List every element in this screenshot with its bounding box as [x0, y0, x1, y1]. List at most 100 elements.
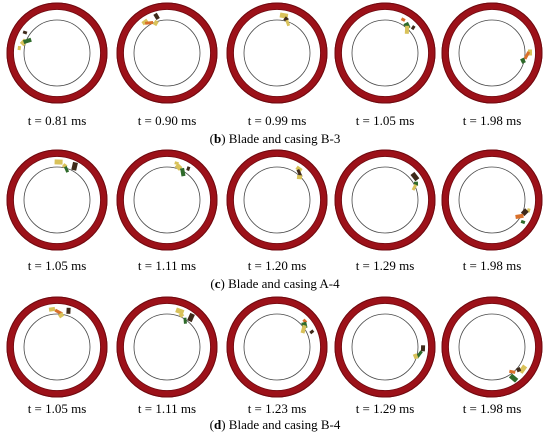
- rotor-circle: [133, 19, 201, 87]
- casing-inner-edge: [123, 156, 211, 244]
- time-label: t = 1.11 ms: [137, 258, 197, 273]
- casing-inner-edge: [13, 303, 101, 391]
- rotor-circle: [23, 166, 91, 234]
- caption-letter: d: [213, 417, 222, 432]
- casing-outer-edge: [226, 2, 328, 104]
- blade-fragment: [186, 166, 191, 171]
- casing-inner-edge: [233, 303, 321, 391]
- blade-fragment: [71, 161, 78, 171]
- casing-inner-edge: [233, 9, 321, 97]
- casing-diagram: [226, 149, 328, 251]
- casing-frame: [226, 296, 328, 398]
- time-label: t = 1.20 ms: [247, 258, 307, 273]
- blade-fragment: [400, 17, 406, 22]
- blade-fragment: [300, 324, 307, 334]
- caption-text: Blade and casing B-3: [228, 131, 341, 146]
- blade-fragment: [183, 317, 187, 324]
- blade-fragment: [410, 25, 416, 31]
- casing-outer-edge: [6, 2, 108, 104]
- casing-diagram: [441, 296, 543, 398]
- blade-fragment: [175, 307, 185, 315]
- blade-fragment: [295, 165, 303, 173]
- blade-fragment: [54, 159, 63, 165]
- casing-outer-edge: [334, 149, 436, 251]
- casing-inner-edge: [13, 156, 101, 244]
- caption: (d) Blade and casing B-4: [209, 417, 341, 432]
- casing-ring: [441, 149, 543, 251]
- caption-text: Blade and casing B-4: [228, 417, 341, 432]
- casing-frame: [441, 149, 543, 251]
- time-label: t = 1.98 ms: [462, 258, 522, 273]
- casing-inner-edge: [341, 303, 429, 391]
- time-label: t = 1.05 ms: [27, 401, 87, 416]
- casing-outer-edge: [6, 296, 108, 398]
- blade-fragment: [509, 369, 516, 374]
- casing-inner-edge: [233, 156, 321, 244]
- blade-fragment: [410, 171, 420, 182]
- time-label: t = 1.29 ms: [355, 401, 415, 416]
- casing-diagram: [6, 2, 108, 104]
- casing-diagram: [116, 2, 218, 104]
- blade-fragment: [153, 12, 160, 21]
- time-label: t = 1.05 ms: [27, 258, 87, 273]
- casing-outer-edge: [116, 149, 218, 251]
- casing-frame: [441, 296, 543, 398]
- casing-ring: [334, 2, 436, 104]
- casing-outer-edge: [441, 2, 543, 104]
- casing-diagram: [334, 2, 436, 104]
- casing-ring: [226, 296, 328, 398]
- caption: (c) Blade and casing A-4: [210, 276, 340, 291]
- casing-inner-edge: [448, 156, 536, 244]
- blade-fragment: [508, 373, 519, 383]
- rotor-circle: [133, 166, 201, 234]
- casing-ring: [441, 2, 543, 104]
- casing-diagram: [226, 296, 328, 398]
- casing-outer-edge: [441, 296, 543, 398]
- rotor-circle: [458, 19, 526, 87]
- time-label: t = 0.81 ms: [27, 113, 87, 128]
- casing-diagram: [226, 2, 328, 104]
- casing-frame: [6, 149, 108, 251]
- casing-ring: [116, 2, 218, 104]
- time-label: t = 1.23 ms: [247, 401, 307, 416]
- time-label: t = 0.99 ms: [247, 113, 307, 128]
- casing-outer-edge: [116, 296, 218, 398]
- blade-fragment: [404, 25, 410, 34]
- blade-fragment: [57, 312, 65, 319]
- casing-diagram: [441, 2, 543, 104]
- casing-ring: [226, 149, 328, 251]
- casing-ring: [6, 149, 108, 251]
- blade-fragment: [66, 307, 71, 314]
- blade-fragment: [180, 167, 186, 177]
- casing-ring: [116, 149, 218, 251]
- casing-inner-edge: [341, 156, 429, 244]
- casing-frame: [334, 296, 436, 398]
- casing-frame: [116, 149, 218, 251]
- casing-inner-edge: [13, 9, 101, 97]
- casing-frame: [116, 2, 218, 104]
- casing-diagram: [6, 149, 108, 251]
- blade-fragment: [178, 312, 185, 318]
- casing-diagram: [6, 296, 108, 398]
- casing-diagram: [334, 296, 436, 398]
- casing-outer-edge: [226, 296, 328, 398]
- blade-fragment: [518, 364, 528, 374]
- casing-outer-edge: [441, 149, 543, 251]
- blade-fragment: [285, 19, 291, 27]
- caption: (b) Blade and casing B-3: [209, 131, 341, 146]
- casing-ring: [6, 2, 108, 104]
- caption-letter: b: [213, 131, 222, 146]
- rotor-circle: [458, 166, 526, 234]
- casing-ring: [334, 296, 436, 398]
- casing-frame: [116, 296, 218, 398]
- casing-inner-edge: [123, 9, 211, 97]
- casing-diagram: [441, 149, 543, 251]
- blade-fragment: [520, 57, 526, 64]
- blade-fragment: [187, 312, 195, 323]
- blade-fragment: [17, 45, 22, 51]
- casing-outer-edge: [334, 2, 436, 104]
- time-label: t = 1.11 ms: [137, 401, 197, 416]
- casing-frame: [6, 296, 108, 398]
- rotor-circle: [351, 166, 419, 234]
